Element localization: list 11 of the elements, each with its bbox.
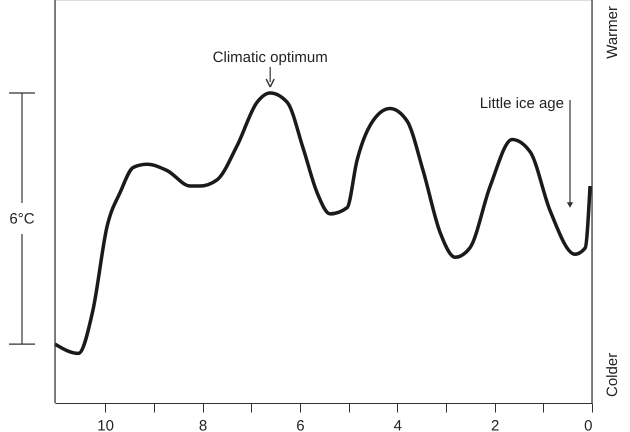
annotation: Little ice age: [480, 95, 564, 112]
x-tick-label: 4: [394, 418, 402, 432]
x-tick-label: 10: [97, 418, 114, 432]
x-tick-label: 2: [490, 418, 500, 432]
text: Warmer: [604, 6, 621, 59]
x-tick-label: 0: [584, 418, 592, 432]
x-tick-label: 6: [296, 418, 305, 432]
text: 6°C: [9, 210, 35, 228]
x-tick-label: 8: [198, 418, 208, 432]
annotation: Climatic optimum: [212, 49, 328, 66]
text: Colder: [604, 352, 621, 397]
